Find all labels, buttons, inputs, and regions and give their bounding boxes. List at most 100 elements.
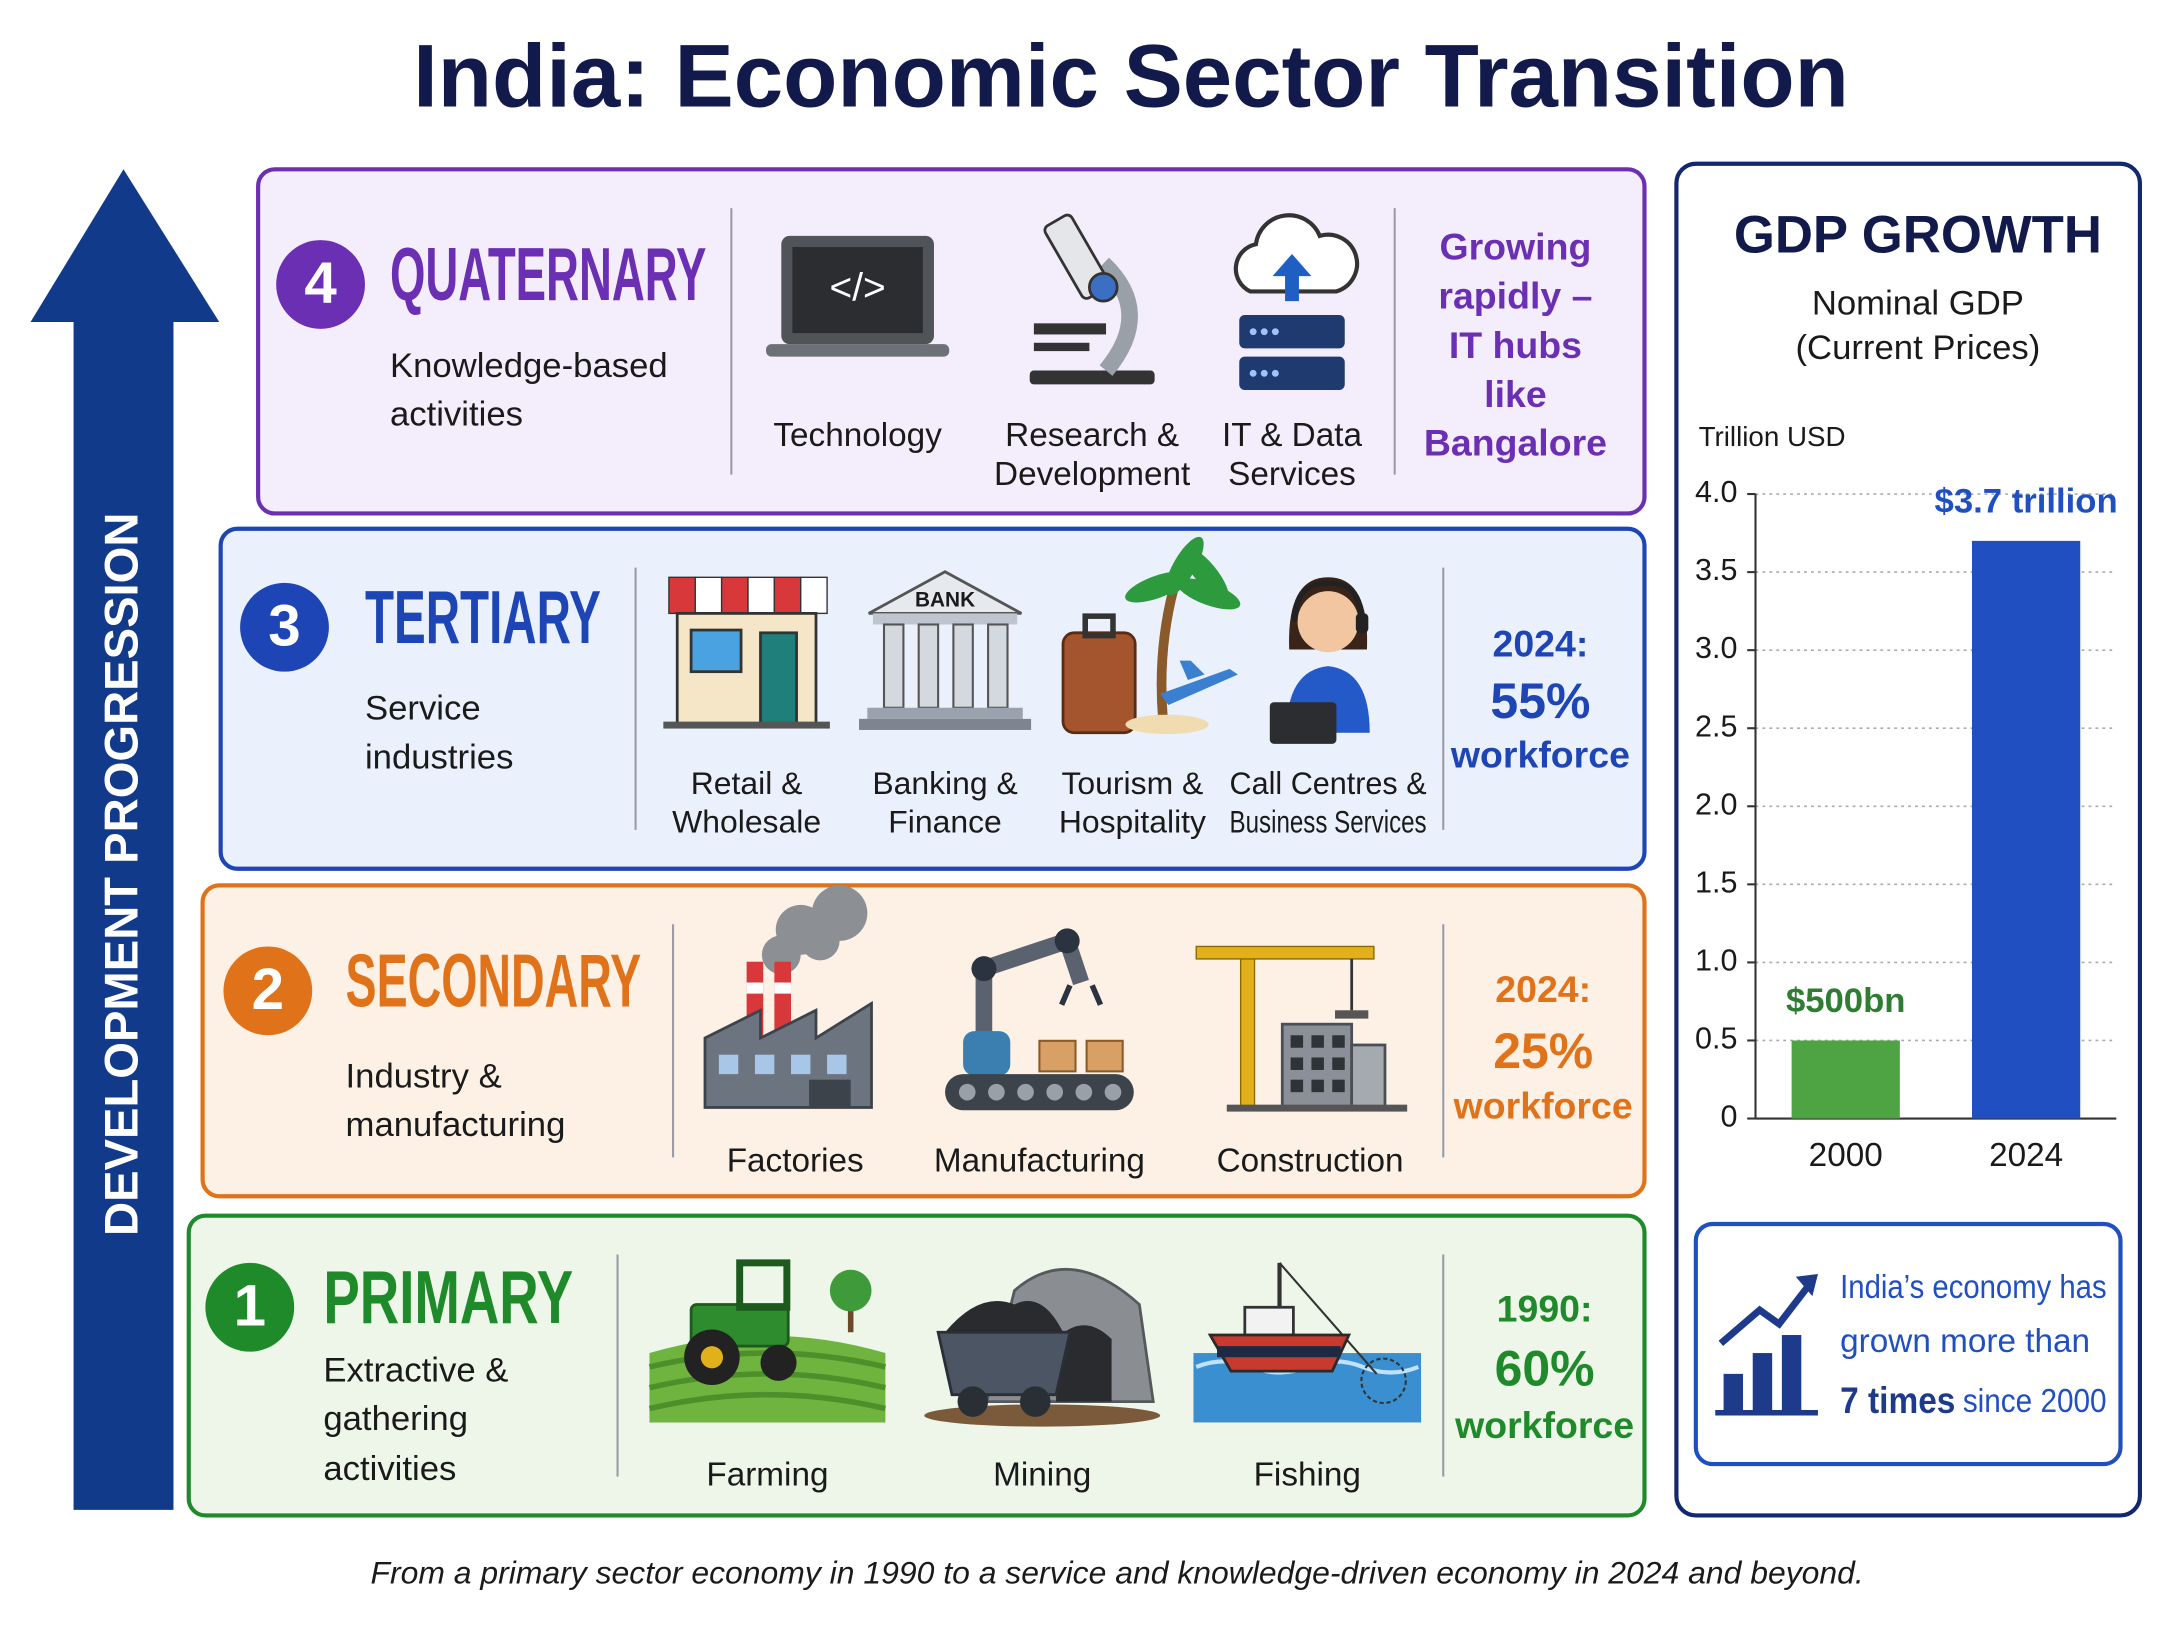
icon-part [1239, 954, 1256, 1109]
item-label: Business Services [1230, 804, 1427, 840]
sector-description: Extractive & [323, 1352, 508, 1390]
icon-part [746, 982, 764, 994]
item-label: Technology [773, 417, 942, 454]
icon-part [827, 1054, 847, 1075]
item-label: Hospitality [1059, 804, 1206, 840]
sector-note: 25% [1493, 1023, 1593, 1079]
icon-part [872, 613, 1018, 625]
sector-note: IT hubs [1449, 324, 1582, 366]
sector-number: 3 [268, 593, 300, 658]
icon-part [791, 1054, 811, 1075]
icon-part [882, 623, 905, 709]
bar [1972, 540, 2081, 1119]
y-tick-label: 4.0 [1695, 475, 1737, 509]
icon-part [1350, 1043, 1387, 1109]
sector-note: Growing [1439, 226, 1591, 268]
item-label: Services [1228, 456, 1356, 493]
icon-part [1335, 1010, 1369, 1019]
icon-part [1085, 1039, 1124, 1073]
callout-highlight: 7 times [1840, 1379, 1955, 1421]
icon-part [1233, 213, 1360, 294]
icon-part [800, 576, 828, 615]
icon-part [1097, 257, 1138, 376]
sector-badge [205, 1262, 295, 1352]
icon-part [936, 1330, 1072, 1397]
progress-arrow-head [30, 169, 220, 322]
icon-part [809, 1079, 851, 1108]
icon-part [1239, 356, 1345, 390]
icon-part [1271, 369, 1279, 377]
progress-arrow-shaft [73, 319, 174, 1510]
icon-part [1269, 702, 1337, 744]
icon-part [1195, 945, 1375, 960]
icon-part [1297, 591, 1359, 653]
sector-note: 1990: [1497, 1287, 1593, 1329]
icon-part [1249, 369, 1257, 377]
item-label: Mining [993, 1456, 1091, 1493]
sector-note: workforce [1450, 734, 1630, 776]
icon-part [1033, 323, 1107, 335]
bar [1791, 1040, 1900, 1119]
callout-icon-bar [1752, 1353, 1773, 1413]
icon-part [811, 885, 868, 941]
icon-part [1243, 1305, 1295, 1337]
icon-part [1075, 1083, 1093, 1101]
sector-note: 60% [1495, 1341, 1595, 1397]
icon-part [1125, 714, 1209, 735]
item-label: Retail & [691, 765, 803, 801]
sector-badge [223, 946, 313, 1036]
icon-part [1056, 1325, 1112, 1402]
icon-part [1239, 315, 1345, 349]
icon-part [952, 623, 974, 709]
sector-number: 2 [252, 957, 284, 1022]
icon-part [747, 576, 776, 615]
item-label: Manufacturing [934, 1143, 1145, 1180]
icon-part [829, 1269, 872, 1312]
callout-icon-arrowhead [1795, 1273, 1818, 1297]
icon-part [1104, 1083, 1122, 1101]
icon-part [1017, 1083, 1034, 1101]
item-label: Call Centres & [1230, 765, 1427, 801]
chart-subtitle: (Current Prices) [1795, 329, 2040, 367]
icon-part [718, 1054, 739, 1075]
value-label: $3.7 trillion [1935, 483, 2118, 521]
sector-note: like [1484, 373, 1546, 415]
icon-part [957, 1386, 989, 1417]
sector-badge [240, 582, 329, 672]
item-label: Banking & [872, 765, 1017, 801]
icon-part [1260, 328, 1268, 336]
gdp-panel [1674, 161, 2142, 1518]
footer: From a primary sector economy in 1990 to… [370, 1555, 1863, 1591]
sector-note: 2024: [1495, 968, 1591, 1010]
callout-icon-bar [1781, 1335, 1802, 1413]
icon-part [1360, 1357, 1407, 1405]
sector-note: rapidly – [1438, 274, 1592, 316]
sector-description: manufacturing [346, 1106, 566, 1144]
icon-part [1332, 1079, 1345, 1093]
icon-part [1061, 631, 1137, 735]
callout-text: 7 timessince 2000 [1840, 1379, 2106, 1421]
icon-part [945, 1074, 1134, 1111]
icon-part [663, 721, 830, 729]
sector-name: SECONDARY [346, 938, 642, 1022]
sector-description: activities [323, 1450, 456, 1488]
icon-part [754, 1054, 775, 1075]
icon-part [1059, 984, 1104, 1006]
icon-part [1156, 585, 1179, 720]
sector-description: Knowledge-based [390, 347, 668, 385]
icon-part [766, 344, 950, 357]
icon-part [945, 1301, 1064, 1333]
icon-part [867, 707, 1023, 719]
icon-part [1355, 613, 1369, 633]
icon-part [1311, 1035, 1324, 1048]
icon-text: BANK [915, 588, 975, 611]
icon-part [1278, 1262, 1378, 1375]
icon-part [736, 1259, 791, 1311]
item-label: Tourism & [1061, 765, 1203, 801]
sector-note: workforce [1453, 1085, 1633, 1127]
sector-note: 2024: [1493, 623, 1589, 665]
y-tick-label: 2.5 [1695, 709, 1737, 743]
icon-part [1332, 1035, 1345, 1048]
x-tick-label: 2024 [1989, 1137, 2063, 1174]
item-label: Factories [727, 1143, 864, 1180]
